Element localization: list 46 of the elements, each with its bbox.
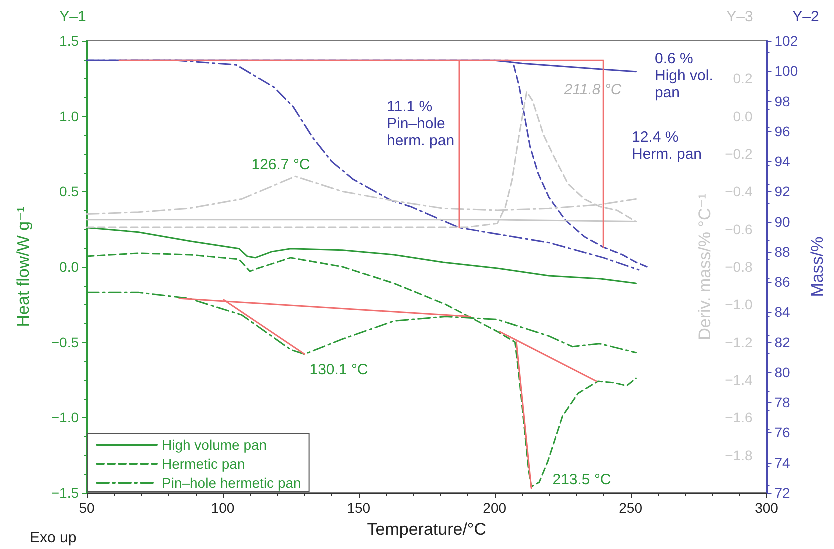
annotation: 11.1 % Pin–hole herm. pan [387, 98, 455, 150]
y2-tick-label: 100 [774, 63, 798, 80]
x-axis-title: Temperature/°C [367, 520, 486, 539]
y-tick-label: −1.0 [51, 410, 80, 426]
annotation: 213.5 °C [552, 472, 612, 488]
x-tick-label: 200 [483, 500, 507, 516]
annotation: 12.4 % Herm. pan [632, 129, 702, 163]
y2-tick-label: 76 [774, 424, 791, 441]
y2-tick-label: 94 [774, 154, 791, 170]
y-tick-label: −0.5 [51, 334, 80, 350]
text: Exo up [30, 530, 77, 546]
y2-tick-label: 102 [774, 33, 798, 49]
y2-tick-label: 84 [774, 304, 791, 320]
annotation: 0.6 % High vol. pan [655, 50, 714, 102]
text: Y–1 [60, 8, 86, 26]
y2-axis-title: Mass/% [808, 236, 827, 298]
x-tick-label: 300 [755, 500, 779, 516]
y2-tick-label: 72 [774, 485, 791, 501]
x-tick-label: 100 [211, 500, 235, 516]
x-tick-label: 250 [619, 500, 643, 516]
y-tick-label: −1.5 [51, 485, 80, 501]
y-tick-label: 0.0 [60, 259, 80, 275]
y2-tick-label: 80 [774, 364, 791, 380]
text: Y–2 [792, 8, 820, 26]
y-tick-label: 1.0 [60, 108, 80, 124]
annotation: 130.1 °C [310, 362, 368, 378]
legend-label: Pin–hole hermetic pan [162, 475, 302, 491]
y-tick-label: 1.5 [60, 33, 80, 49]
y2-tick-label: 96 [774, 123, 791, 140]
x-tick-label: 50 [79, 500, 95, 516]
annotation: 126.7 °C [252, 156, 310, 174]
y2-tick-label: 82 [774, 334, 791, 350]
y2-tick-label: 92 [774, 184, 791, 200]
y2-tick-label: 78 [774, 394, 791, 411]
y2-tick-label: 88 [774, 244, 791, 260]
annotation: 211.8 °C [563, 82, 622, 98]
x-tick-label: 150 [347, 500, 371, 516]
legend-label: Hermetic pan [162, 456, 246, 472]
text: Y–3 [726, 8, 754, 26]
y2-tick-label: 86 [774, 274, 791, 290]
legend-label: High volume pan [162, 437, 268, 453]
y2-tick-label: 98 [774, 93, 791, 110]
y-axis-title: Heat flow/W g⁻¹ [14, 206, 33, 328]
y2-tick-label: 74 [774, 454, 791, 471]
y2-tick-label: 90 [774, 214, 791, 230]
y-tick-label: 0.5 [60, 184, 80, 200]
